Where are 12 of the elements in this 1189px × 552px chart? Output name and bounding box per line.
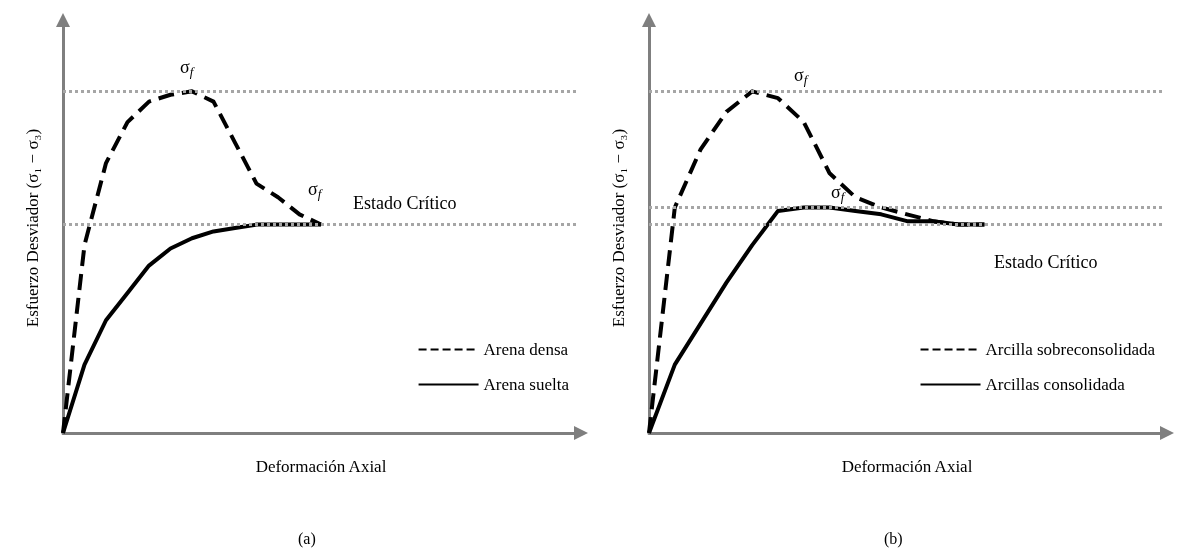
- annotation: Estado Crítico: [994, 252, 1098, 272]
- legend-label: Arcilla sobreconsolidada: [985, 340, 1156, 359]
- text: (a): [298, 529, 316, 548]
- text: (b): [884, 529, 903, 548]
- legend-label: Arena suelta: [483, 375, 570, 394]
- legend-label: Arcillas consolidada: [985, 375, 1126, 394]
- y-axis-title: Esfuerzo Desviador (σ₁ − σ₃): [609, 128, 628, 328]
- x-axis-title: Deformación Axial: [841, 457, 973, 476]
- annotation: Estado Crítico: [353, 193, 457, 213]
- legend-label: Arena densa: [483, 340, 569, 359]
- x-axis-title: Deformación Axial: [255, 457, 387, 476]
- y-axis-title: Esfuerzo Desviador (σ₁ − σ₃): [23, 128, 42, 328]
